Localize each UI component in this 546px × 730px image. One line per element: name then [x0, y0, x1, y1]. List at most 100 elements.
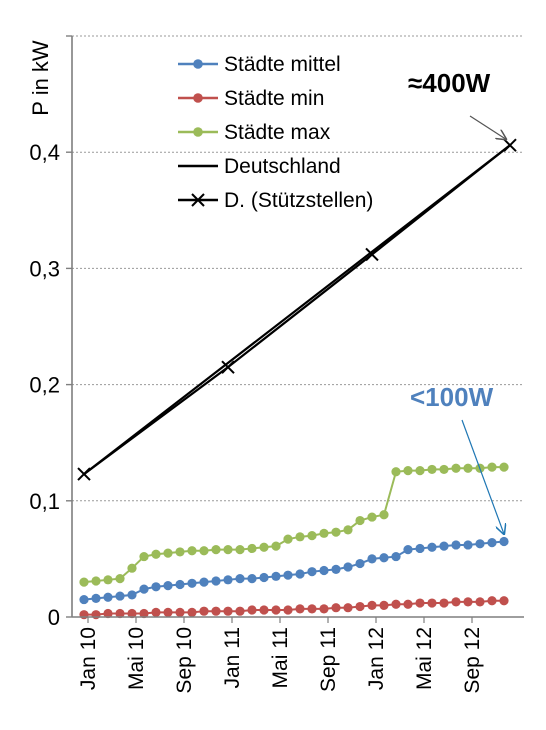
data-point — [355, 515, 365, 526]
legend-item: Städte mittel — [178, 53, 341, 76]
data-point — [355, 601, 365, 612]
data-point — [365, 247, 379, 262]
y-tick-label: 0,4 — [29, 140, 60, 165]
data-point — [175, 607, 185, 617]
plot-series — [77, 138, 517, 620]
data-point — [139, 584, 149, 594]
series-4 — [77, 138, 517, 481]
data-point — [319, 604, 329, 614]
legend-marker — [193, 127, 203, 137]
data-point — [223, 545, 233, 555]
data-point — [259, 572, 269, 583]
data-point — [199, 546, 209, 556]
data-point — [235, 606, 245, 616]
data-point — [115, 591, 125, 601]
data-point — [127, 590, 137, 600]
data-point — [127, 608, 137, 619]
data-point — [355, 558, 365, 569]
data-point — [439, 464, 449, 475]
legend-marker — [193, 59, 203, 69]
data-point — [307, 604, 317, 614]
data-point — [331, 564, 341, 574]
grid-lines — [72, 35, 524, 502]
data-point — [295, 604, 305, 614]
data-point — [235, 545, 245, 555]
series-line — [83, 144, 511, 475]
data-point — [151, 607, 161, 617]
x-tick-label: Jan 10 — [77, 627, 100, 690]
data-point — [331, 527, 341, 537]
legend-label: Städte min — [224, 87, 324, 110]
data-point — [283, 605, 293, 615]
data-point — [343, 603, 353, 613]
annotations: ≈400W <100W — [408, 68, 506, 534]
data-point — [475, 597, 485, 607]
data-point — [271, 605, 281, 615]
annotation-label: <100W — [410, 382, 494, 412]
x-tick-label: Mai 11 — [269, 627, 292, 688]
data-point — [259, 542, 269, 552]
series-line — [83, 466, 504, 584]
series-1 — [79, 596, 509, 620]
data-point — [451, 540, 461, 550]
data-point — [499, 596, 509, 606]
data-point — [271, 571, 281, 581]
data-point — [127, 563, 137, 573]
legend-label: Städte max — [224, 121, 331, 144]
data-point — [103, 575, 113, 585]
data-point — [79, 610, 89, 620]
data-point — [427, 464, 437, 475]
data-point — [163, 548, 173, 558]
data-point — [187, 607, 197, 617]
data-point — [139, 551, 149, 562]
data-point — [283, 534, 293, 544]
data-point — [223, 575, 233, 585]
data-point — [439, 598, 449, 608]
data-point — [487, 462, 497, 472]
data-point — [151, 549, 161, 559]
data-point — [211, 545, 221, 555]
data-point — [463, 463, 473, 473]
legend-label: D. (Stützstellen) — [224, 189, 373, 212]
data-point — [463, 540, 473, 550]
data-point — [343, 562, 353, 572]
x-tick-label: Sep 12 — [461, 627, 484, 694]
data-point — [221, 360, 235, 374]
data-point — [367, 600, 377, 610]
legend-marker — [191, 193, 205, 207]
data-point — [259, 605, 269, 615]
data-point — [175, 579, 185, 590]
data-point — [79, 577, 89, 587]
data-point — [499, 462, 509, 472]
y-tick-label: 0,1 — [29, 489, 60, 514]
data-point — [427, 598, 437, 608]
data-point — [175, 547, 185, 557]
annotation-arrow — [469, 115, 506, 139]
data-point — [247, 574, 257, 584]
data-point — [199, 606, 209, 616]
x-tick-label: Jan 12 — [365, 627, 388, 690]
axes: P in kW 0 0,1 0,2 0,3 0,4 Jan 10 Mai 10 Sep 10 J… — [28, 35, 524, 694]
y-tick-label: 0,3 — [29, 256, 60, 281]
data-point — [307, 531, 317, 541]
x-tick-label: Jan 11 — [221, 627, 244, 689]
data-point — [343, 525, 353, 535]
data-point — [367, 512, 377, 522]
data-point — [223, 606, 233, 616]
data-point — [91, 593, 101, 604]
data-point — [115, 574, 125, 584]
data-point — [199, 577, 209, 587]
data-point — [487, 538, 497, 548]
data-point — [91, 610, 101, 620]
data-point — [331, 603, 341, 613]
data-point — [103, 608, 113, 619]
series-0 — [79, 536, 509, 605]
data-point — [391, 599, 401, 609]
data-point — [139, 608, 149, 619]
data-point — [427, 542, 437, 552]
x-tick-label: Sep 10 — [173, 627, 196, 694]
legend-label: Deutschland — [224, 155, 341, 178]
data-point — [391, 551, 401, 562]
data-point — [463, 597, 473, 607]
